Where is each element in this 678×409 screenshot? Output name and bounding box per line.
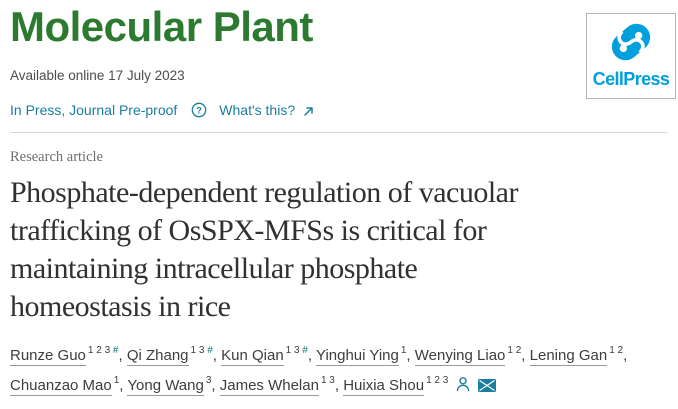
author-line-2: Chuanzao Mao 1, Yong Wang 3, James Whelan 1… (10, 371, 668, 401)
author-separator: , (211, 377, 220, 394)
svg-text:?: ? (196, 105, 202, 116)
author-separator: , (118, 347, 127, 364)
author-separator: , (307, 347, 316, 364)
cellpress-logo[interactable]: CellPress (586, 13, 676, 99)
journal-title[interactable]: Molecular Plant (10, 3, 313, 50)
author-item: Runze Guo 1 2 3 #, (10, 345, 127, 366)
available-online-date: Available online 17 July 2023 (10, 68, 185, 83)
author-name-link[interactable]: Huixia Shou (343, 377, 425, 396)
author-name-link[interactable]: Runze Guo (10, 347, 86, 366)
equal-contribution-mark: # (110, 345, 119, 356)
article-type-label: Research article (10, 149, 103, 165)
author-profile-icon[interactable] (455, 376, 471, 392)
author-name-link[interactable]: Qi Zhang (126, 347, 189, 366)
cellpress-logo-text: CellPress (592, 69, 670, 89)
author-separator: , (334, 377, 344, 394)
author-item: Kun Qian 1 3 #, (221, 345, 316, 366)
author-item: Qi Zhang 1 3 #, (126, 345, 222, 366)
header-divider (10, 132, 668, 133)
author-item: Lening Gan 1 2, (529, 345, 628, 366)
publication-status-row: In Press, Journal Pre-proof ? What's thi… (10, 102, 668, 118)
author-affiliations: 1 3 (190, 345, 205, 356)
author-affiliations: 1 2 (507, 345, 522, 356)
author-separator: , (212, 347, 222, 364)
external-link-icon[interactable] (302, 105, 315, 118)
author-separator: , (406, 347, 415, 364)
article-title: Phosphate-dependent regulation of vacuol… (10, 174, 668, 326)
author-name-link[interactable]: Kun Qian (221, 347, 284, 366)
author-affiliations: 1 2 3 (426, 375, 449, 386)
correspondence-email-icon[interactable] (478, 379, 497, 392)
article-title-line: Phosphate-dependent regulation of vacuol… (10, 176, 518, 209)
whats-this-link[interactable]: What's this? (219, 102, 296, 118)
author-separator: , (119, 377, 128, 394)
help-icon[interactable]: ? (191, 102, 207, 118)
author-item: Yong Wang 3, (127, 375, 220, 396)
author-affiliations: 1 3 (320, 375, 335, 386)
author-item: Huixia Shou 1 2 3 (343, 375, 449, 396)
article-preview-page: Molecular Plant CellPress Available onli… (0, 4, 678, 401)
in-press-status: In Press, Journal Pre-proof (10, 102, 178, 118)
equal-contribution-mark: # (299, 345, 308, 356)
equal-contribution-mark: # (204, 345, 213, 356)
author-item: Chuanzao Mao 1, (10, 375, 128, 396)
author-separator: , (623, 347, 628, 364)
author-affiliations: 3 (205, 375, 212, 386)
author-name-link[interactable]: Wenying Liao (414, 347, 506, 366)
author-list: Runze Guo 1 2 3 #, Qi Zhang 1 3 #, Kun Qia… (10, 341, 668, 401)
author-separator: , (521, 347, 530, 364)
author-affiliations: 1 3 (285, 345, 300, 356)
author-line-1: Runze Guo 1 2 3 #, Qi Zhang 1 3 #, Kun Qia… (10, 341, 668, 371)
author-affiliations: 1 2 3 (87, 345, 111, 356)
article-title-line: trafficking of OsSPX-MFSs is critical fo… (10, 214, 487, 247)
cellpress-logo-icon (611, 23, 651, 61)
author-item: James Whelan 1 3, (219, 375, 344, 396)
author-name-link[interactable]: James Whelan (219, 377, 319, 396)
author-item: Wenying Liao 1 2, (414, 345, 530, 366)
author-affiliations: 1 (400, 345, 407, 356)
article-title-line: maintaining intracellular phosphate (10, 252, 418, 285)
author-name-link[interactable]: Chuanzao Mao (10, 377, 112, 396)
author-name-link[interactable]: Yinghui Ying (316, 347, 399, 366)
author-affiliations: 1 2 (609, 345, 624, 356)
author-affiliations: 1 (113, 375, 120, 386)
author-item: Yinghui Ying 1, (316, 345, 415, 366)
author-name-link[interactable]: Lening Gan (529, 347, 608, 366)
article-title-line: homeostasis in rice (10, 290, 231, 323)
author-name-link[interactable]: Yong Wang (127, 377, 204, 396)
